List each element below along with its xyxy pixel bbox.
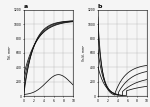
Y-axis label: T(t), mm³: T(t), mm³: [8, 46, 12, 60]
Y-axis label: Vs(t), mm³: Vs(t), mm³: [82, 45, 86, 61]
Text: b: b: [98, 4, 102, 9]
Text: a: a: [24, 4, 28, 9]
